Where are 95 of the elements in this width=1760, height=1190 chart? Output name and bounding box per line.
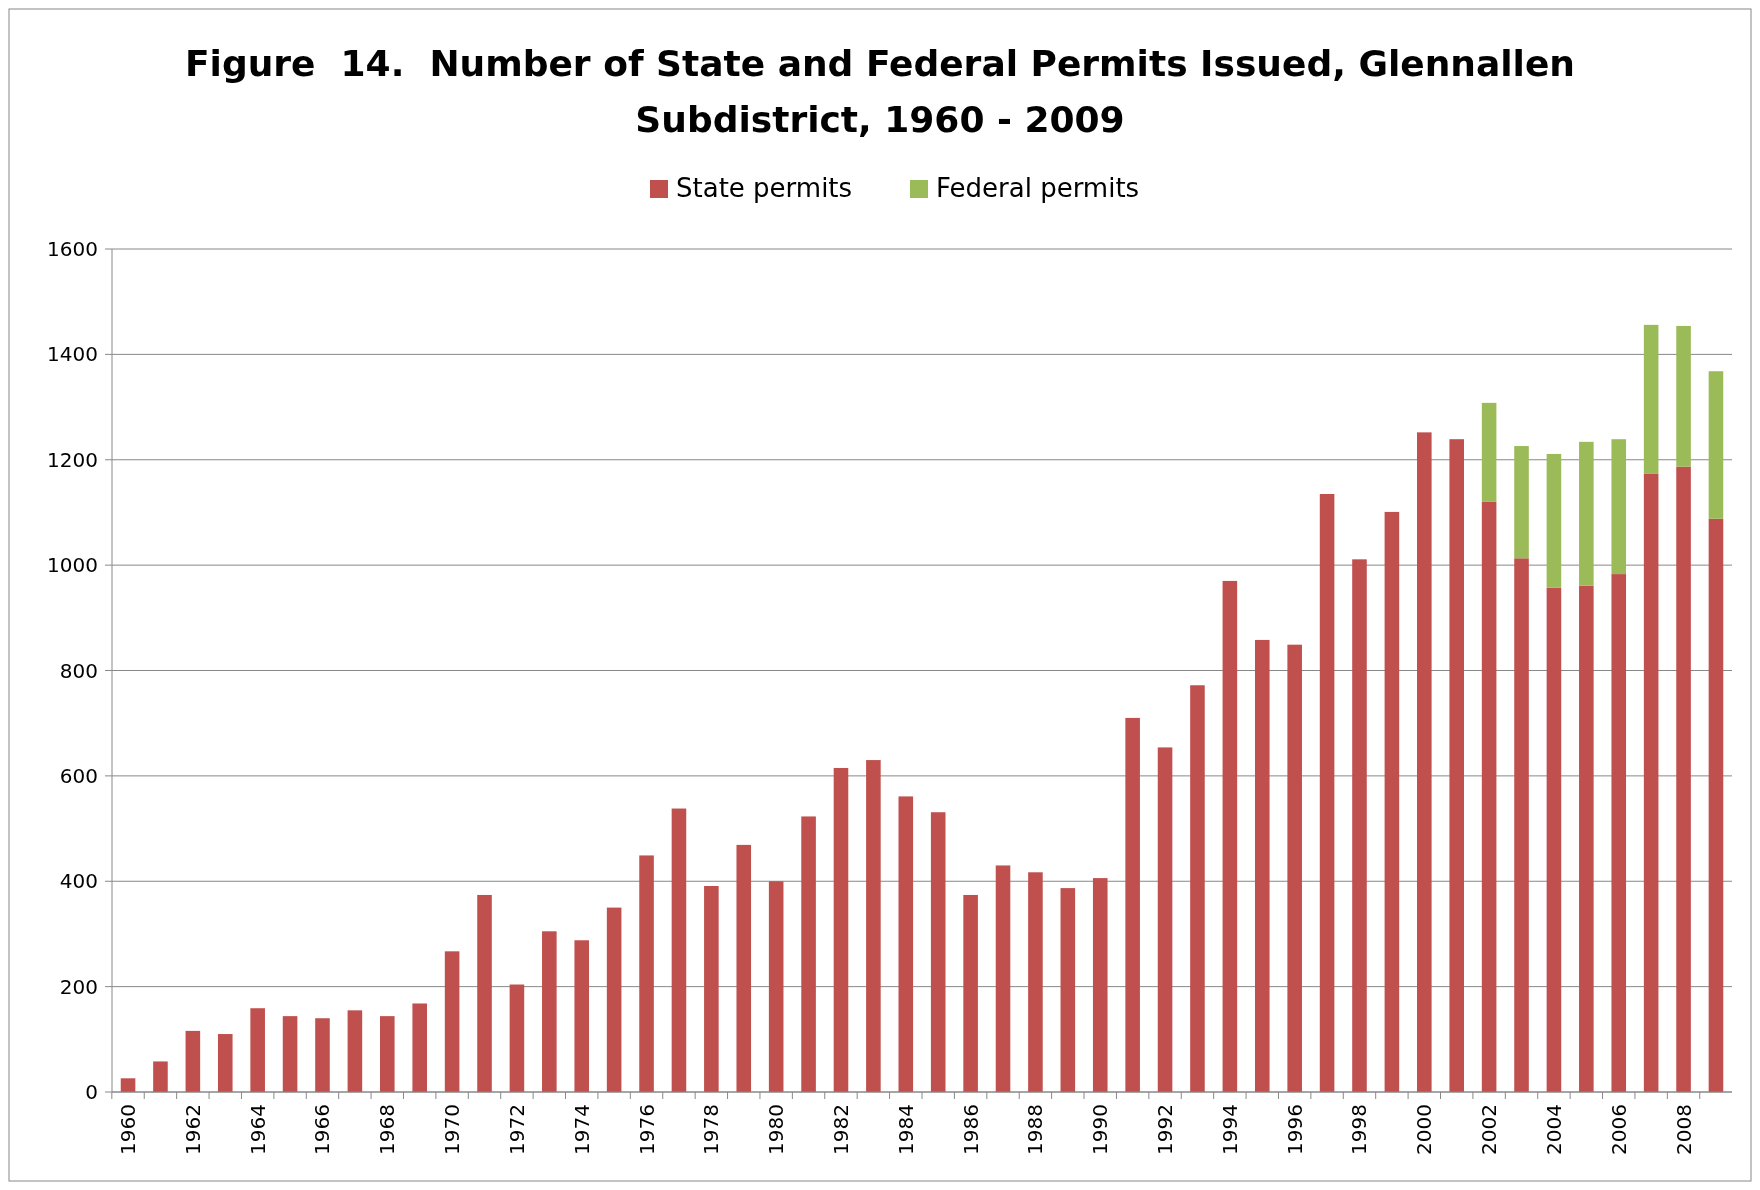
bar xyxy=(1060,888,1076,1092)
bar xyxy=(1708,371,1724,519)
bar xyxy=(185,1030,201,1092)
x-tick-label: 1980 xyxy=(764,1104,789,1155)
bar xyxy=(1449,439,1464,1092)
bar xyxy=(930,812,946,1092)
bar xyxy=(1222,580,1238,1092)
x-tick-label: 2006 xyxy=(1606,1104,1631,1155)
y-tick-label: 600 xyxy=(59,763,98,788)
bar xyxy=(1319,494,1335,1092)
bar xyxy=(1643,324,1659,474)
bar xyxy=(1481,402,1497,502)
bar xyxy=(1514,446,1529,559)
bar xyxy=(704,885,719,1092)
bar xyxy=(1611,574,1627,1092)
x-tick-label: 1998 xyxy=(1347,1104,1372,1155)
bar xyxy=(120,1078,136,1092)
y-tick-label: 0 xyxy=(85,1080,98,1104)
bar xyxy=(509,984,525,1092)
y-tick-label: 1000 xyxy=(47,553,98,578)
x-tick-label: 1994 xyxy=(1217,1104,1242,1155)
x-tick-label: 1974 xyxy=(569,1104,594,1155)
x-tick-label: 1988 xyxy=(1023,1104,1048,1155)
x-tick-label: 1972 xyxy=(504,1104,529,1155)
x-tick-label: 2002 xyxy=(1477,1104,1502,1155)
bar xyxy=(444,951,460,1092)
bar xyxy=(282,1016,298,1092)
x-tick-label: 1984 xyxy=(893,1104,918,1155)
legend-label: State permits xyxy=(676,173,853,203)
x-tick-label: 2004 xyxy=(1541,1104,1566,1155)
bar xyxy=(639,855,654,1092)
y-tick-label: 1400 xyxy=(47,342,98,367)
bar xyxy=(995,865,1011,1092)
bar xyxy=(1579,585,1594,1092)
x-tick-label: 1990 xyxy=(1088,1104,1113,1155)
x-tick-label: 1996 xyxy=(1282,1104,1307,1155)
bar xyxy=(671,808,687,1092)
bar xyxy=(1676,466,1691,1092)
bar xyxy=(1579,441,1594,586)
bar xyxy=(1514,558,1529,1092)
y-tick-label: 1200 xyxy=(47,447,98,472)
x-tick-label: 1960 xyxy=(116,1104,141,1155)
y-tick-label: 400 xyxy=(59,869,98,894)
bar xyxy=(768,881,784,1092)
bar xyxy=(542,931,557,1092)
bar xyxy=(866,760,881,1092)
bar xyxy=(380,1016,395,1092)
bar xyxy=(1384,511,1400,1092)
chart-title: Figure 14. Number of State and Federal Permits Issued, Glennallen Subdistrict, 1960 - 2009 xyxy=(185,43,1575,140)
bar xyxy=(477,894,492,1092)
bar xyxy=(833,767,849,1092)
bar xyxy=(1643,473,1659,1092)
bar xyxy=(250,1008,265,1092)
x-tick-label: 1970 xyxy=(440,1104,465,1155)
bar xyxy=(1092,878,1108,1092)
bar xyxy=(1546,587,1562,1092)
bar xyxy=(153,1061,168,1092)
bar xyxy=(963,894,978,1092)
y-tick-label: 200 xyxy=(59,974,98,999)
bar xyxy=(1708,518,1724,1092)
bar xyxy=(606,907,622,1092)
bar xyxy=(347,1010,363,1092)
x-tick-label: 2008 xyxy=(1671,1104,1696,1155)
x-tick-label: 1964 xyxy=(245,1104,270,1155)
bar xyxy=(736,844,752,1092)
bar xyxy=(1190,685,1205,1092)
legend-label: Federal permits xyxy=(936,173,1140,203)
y-tick-label: 1600 xyxy=(47,237,98,261)
y-tick-label: 800 xyxy=(59,658,98,683)
bar xyxy=(217,1034,233,1092)
bar xyxy=(1546,453,1562,588)
x-tick-label: 1982 xyxy=(828,1104,853,1155)
bar xyxy=(1287,644,1302,1092)
x-tick-label: 2000 xyxy=(1412,1104,1437,1155)
bar xyxy=(315,1018,330,1092)
bar xyxy=(1417,432,1432,1092)
bar xyxy=(1254,639,1270,1092)
x-tick-label: 1976 xyxy=(634,1104,659,1155)
bar xyxy=(1352,559,1367,1092)
bar xyxy=(898,796,914,1092)
bar xyxy=(574,940,590,1092)
x-tick-label: 1966 xyxy=(310,1104,335,1155)
x-tick-label: 1986 xyxy=(958,1104,983,1155)
bar xyxy=(1481,501,1497,1092)
x-tick-label: 1962 xyxy=(180,1104,205,1155)
bar xyxy=(1676,325,1691,467)
bar xyxy=(1611,439,1627,575)
x-tick-label: 1978 xyxy=(699,1104,724,1155)
bar xyxy=(1028,872,1043,1092)
bar xyxy=(412,1003,427,1092)
x-tick-label: 1968 xyxy=(375,1104,400,1155)
x-tick-label: 1992 xyxy=(1153,1104,1178,1155)
bar xyxy=(1125,717,1140,1092)
bar xyxy=(1157,747,1173,1092)
bar xyxy=(801,816,816,1092)
